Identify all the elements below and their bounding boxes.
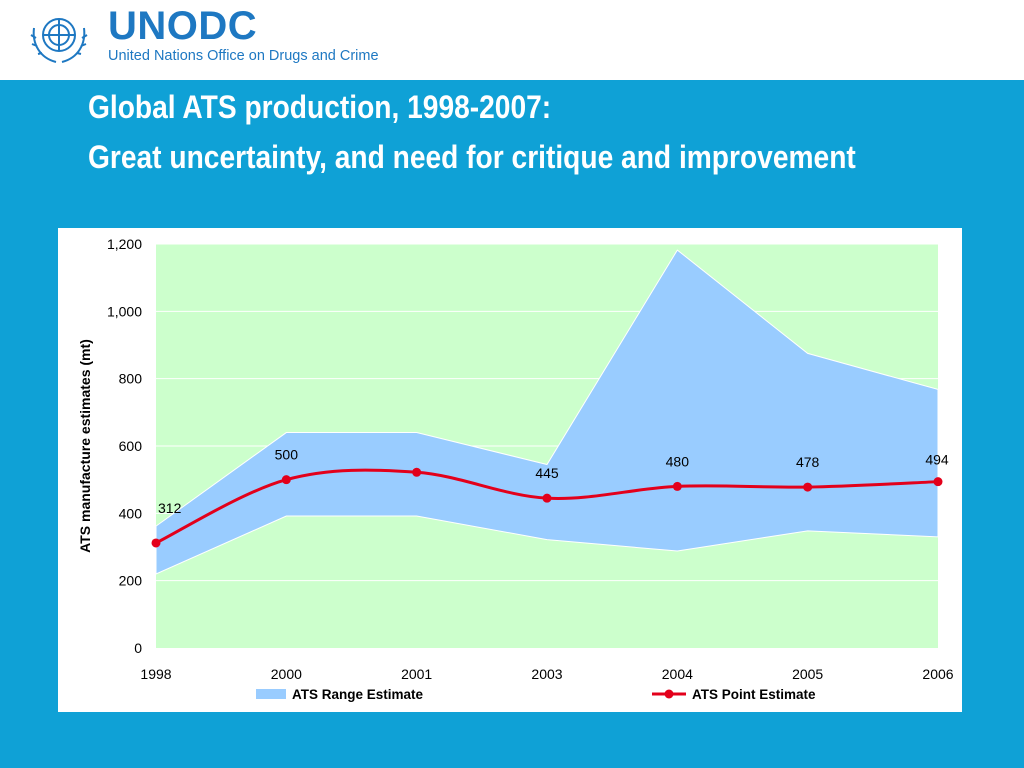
x-tick-label: 2003 bbox=[531, 666, 562, 682]
data-label: 480 bbox=[666, 453, 690, 469]
y-tick-label: 0 bbox=[134, 640, 142, 656]
x-tick-label: 2000 bbox=[271, 666, 302, 682]
data-label: 478 bbox=[796, 454, 820, 470]
point-estimate-marker bbox=[672, 481, 682, 491]
brand-name: UNODC bbox=[108, 4, 258, 48]
slide-title-line2: Great uncertainty, and need for critique… bbox=[88, 139, 856, 175]
point-estimate-marker bbox=[542, 493, 552, 503]
y-tick-label: 1,200 bbox=[107, 236, 142, 252]
range-estimate-band bbox=[155, 249, 939, 575]
x-tick-label: 2004 bbox=[662, 666, 693, 682]
legend-range-swatch bbox=[256, 689, 286, 699]
point-estimate-marker bbox=[151, 538, 161, 548]
y-tick-label: 600 bbox=[119, 438, 143, 454]
data-label: 494 bbox=[925, 452, 949, 468]
ats-production-chart: 0 200 400 600 800 1,000 1,200 ATS manufacture e… bbox=[77, 236, 954, 702]
chart-panel: 0 200 400 600 800 1,000 1,200 ATS manufacture e… bbox=[58, 228, 962, 712]
y-tick-label: 400 bbox=[119, 505, 143, 521]
y-axis-label: ATS manufacture estimates (mt) bbox=[77, 339, 93, 553]
un-emblem-icon bbox=[30, 18, 88, 63]
x-tick-label: 2006 bbox=[922, 666, 953, 682]
point-estimate-marker bbox=[803, 482, 813, 492]
y-tick-label: 200 bbox=[119, 573, 143, 589]
data-label: 312 bbox=[158, 500, 182, 516]
slide-title-line1: Global ATS production, 1998-2007: bbox=[88, 89, 552, 125]
legend-point-label: ATS Point Estimate bbox=[692, 687, 816, 702]
x-tick-label: 2001 bbox=[401, 666, 432, 682]
x-tick-label: 2005 bbox=[792, 666, 823, 682]
y-tick-label: 1,000 bbox=[107, 303, 142, 319]
point-estimate-marker bbox=[933, 477, 943, 487]
point-estimate-marker bbox=[281, 475, 291, 485]
brand-full-name: United Nations Office on Drugs and Crime bbox=[108, 48, 379, 64]
data-label: 500 bbox=[275, 447, 299, 463]
x-tick-label: 1998 bbox=[140, 666, 171, 682]
header-bar: UNODC United Nations Office on Drugs and… bbox=[0, 0, 1024, 80]
legend-point-marker bbox=[664, 689, 674, 699]
point-estimate-marker bbox=[412, 467, 422, 477]
data-label: 445 bbox=[535, 465, 559, 481]
y-tick-label: 800 bbox=[119, 371, 143, 387]
legend-range-label: ATS Range Estimate bbox=[292, 687, 424, 702]
